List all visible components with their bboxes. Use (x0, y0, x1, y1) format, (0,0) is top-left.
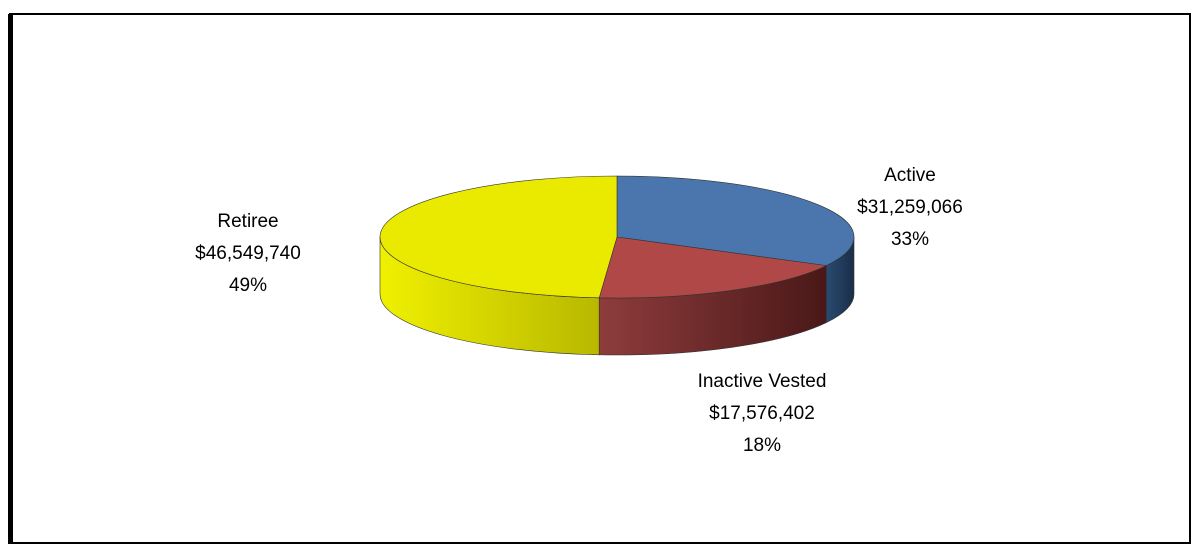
slice-label: Active (884, 165, 936, 186)
slice-percent-label: 49% (229, 275, 267, 296)
slice-value-label: $46,549,740 (195, 243, 301, 264)
slice-value-label: $31,259,066 (857, 197, 963, 218)
slice-value-label: $17,576,402 (709, 403, 815, 424)
slice-label: Inactive Vested (698, 371, 827, 392)
slice (379, 175, 618, 299)
slice-percent-label: 18% (743, 435, 781, 456)
frame-left (8, 14, 13, 544)
slice (616, 175, 855, 266)
slice-label: Retiree (217, 211, 278, 232)
slice-percent-label: 33% (891, 229, 929, 250)
slice (598, 236, 828, 299)
